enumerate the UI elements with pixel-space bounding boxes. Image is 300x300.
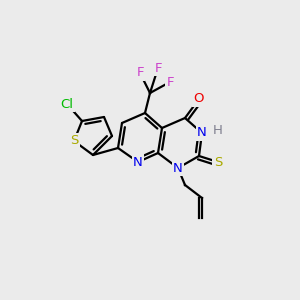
Text: N: N	[197, 127, 207, 140]
Text: S: S	[214, 155, 222, 169]
Text: N: N	[173, 161, 183, 175]
Text: F: F	[154, 61, 162, 74]
Text: F: F	[166, 76, 174, 88]
Text: F: F	[136, 67, 144, 80]
Text: H: H	[213, 124, 223, 136]
Text: Cl: Cl	[61, 98, 74, 110]
Text: N: N	[133, 155, 143, 169]
Text: S: S	[70, 134, 78, 148]
Text: O: O	[194, 92, 204, 106]
